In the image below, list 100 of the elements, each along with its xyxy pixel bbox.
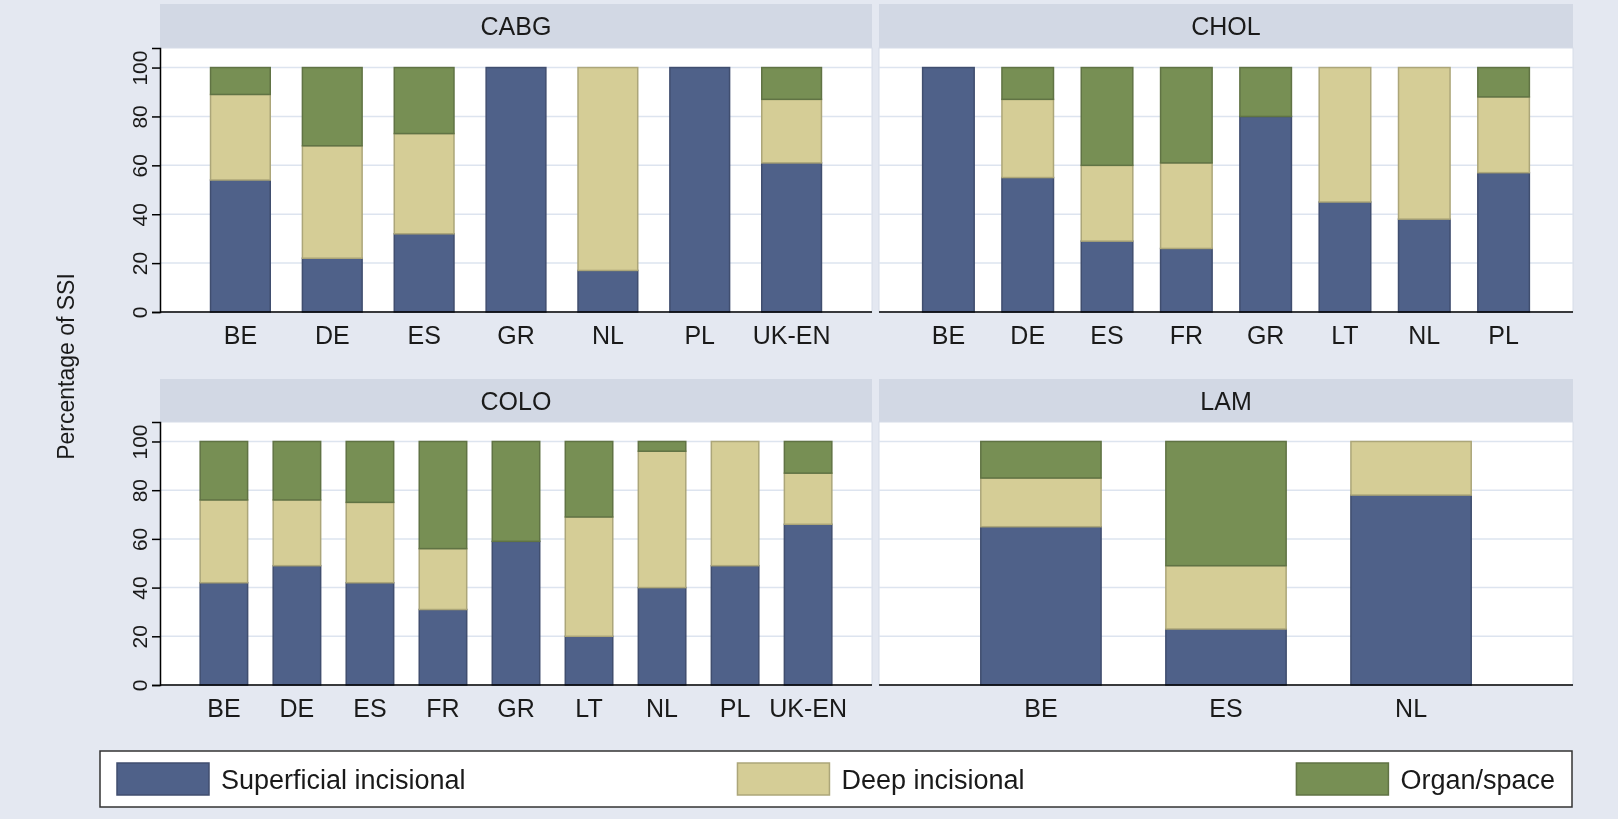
bar [1165, 440, 1287, 567]
bar [564, 440, 614, 518]
bar [1239, 115, 1293, 313]
x-tick-label: ES [1209, 693, 1243, 722]
y-tick-label: 40 [128, 576, 151, 600]
bar [761, 66, 823, 101]
x-tick-label: GR [1246, 320, 1285, 349]
x-tick-label: UK-EN [769, 693, 847, 722]
x-tick-label: NL [646, 693, 679, 722]
bar [637, 440, 687, 452]
x-tick-label: LT [1331, 320, 1359, 349]
bar [783, 472, 833, 526]
bar [199, 581, 249, 686]
x-tick-label: BE [223, 320, 258, 349]
bar [577, 66, 639, 272]
y-axis-title: Percentage of SSI [53, 273, 79, 460]
bar [564, 635, 614, 686]
bar [345, 501, 395, 584]
bar [1165, 564, 1287, 630]
x-tick-label: DE [314, 320, 350, 349]
bar [393, 233, 455, 313]
x-tick-label: PL [1488, 320, 1519, 349]
y-tick-label: 80 [128, 105, 151, 129]
y-tick-label: 20 [128, 251, 151, 276]
bar [1001, 66, 1055, 101]
bar [1350, 440, 1472, 496]
bar [980, 440, 1102, 479]
bar [1080, 240, 1134, 313]
x-tick-label: BE [931, 320, 966, 349]
bar [393, 66, 455, 135]
x-tick-label: ES [353, 693, 387, 722]
x-tick-label: GR [497, 320, 535, 349]
bar [783, 523, 833, 686]
bar [1159, 66, 1213, 164]
bar [637, 586, 687, 686]
y-tick-label: 80 [128, 479, 151, 503]
x-tick-label: UK-EN [752, 320, 831, 349]
bar [1397, 66, 1451, 220]
chart-title: COLO [480, 386, 552, 415]
bar [301, 66, 363, 147]
legend-label: Organ/space [1400, 764, 1555, 795]
bar [418, 440, 468, 550]
bar [1397, 218, 1451, 313]
bar [418, 547, 468, 611]
bar [1239, 66, 1293, 118]
legend-label: Superficial incisional [221, 764, 466, 795]
bar [272, 499, 322, 567]
x-tick-label: LT [575, 693, 603, 722]
bar [564, 516, 614, 638]
legend-label: Deep incisional [841, 764, 1025, 795]
bar [1477, 96, 1531, 174]
bar [1477, 171, 1531, 313]
chart-title: CABG [480, 12, 552, 40]
x-tick-label: PL [719, 693, 751, 722]
x-tick-label: DE [279, 693, 315, 722]
y-tick-label: 60 [128, 154, 151, 178]
y-tick-label: 0 [128, 306, 151, 319]
bar [1159, 247, 1213, 313]
bar [345, 581, 395, 686]
bar [1477, 66, 1531, 98]
bar [301, 257, 363, 313]
bar [1080, 66, 1134, 167]
bar [1001, 98, 1055, 179]
y-tick-label: 60 [128, 527, 151, 552]
y-tick-label: 100 [128, 424, 151, 460]
bar [485, 66, 547, 313]
bar [761, 162, 823, 313]
bar [1165, 628, 1287, 686]
bar [345, 440, 395, 504]
y-tick-label: 20 [128, 625, 151, 649]
y-tick-label: 100 [128, 50, 151, 86]
bar [637, 450, 687, 589]
y-tick-label: 40 [128, 203, 151, 227]
bar [577, 269, 639, 313]
bar [491, 540, 541, 686]
bar [1080, 164, 1134, 242]
bar [1159, 162, 1213, 250]
bar [418, 608, 468, 686]
x-tick-label: PL [684, 320, 716, 349]
bar [761, 98, 823, 164]
bar [393, 132, 455, 235]
x-tick-label: ES [407, 320, 441, 349]
x-tick-label: BE [207, 693, 241, 722]
bar [669, 66, 731, 313]
y-tick-label: 0 [128, 679, 151, 692]
bar [301, 145, 363, 259]
bar [783, 440, 833, 474]
bar [209, 179, 271, 313]
bar [199, 499, 249, 584]
bar [1350, 494, 1472, 686]
x-tick-label: FR [1169, 320, 1204, 349]
x-tick-label: FR [426, 693, 460, 722]
bar [1318, 201, 1372, 313]
bar [272, 564, 322, 686]
chart-title: LAM [1200, 386, 1252, 415]
bar [1001, 176, 1055, 313]
bar [491, 440, 541, 543]
bar [921, 66, 975, 313]
bar [1318, 66, 1372, 203]
chart-title: CHOL [1191, 12, 1261, 40]
